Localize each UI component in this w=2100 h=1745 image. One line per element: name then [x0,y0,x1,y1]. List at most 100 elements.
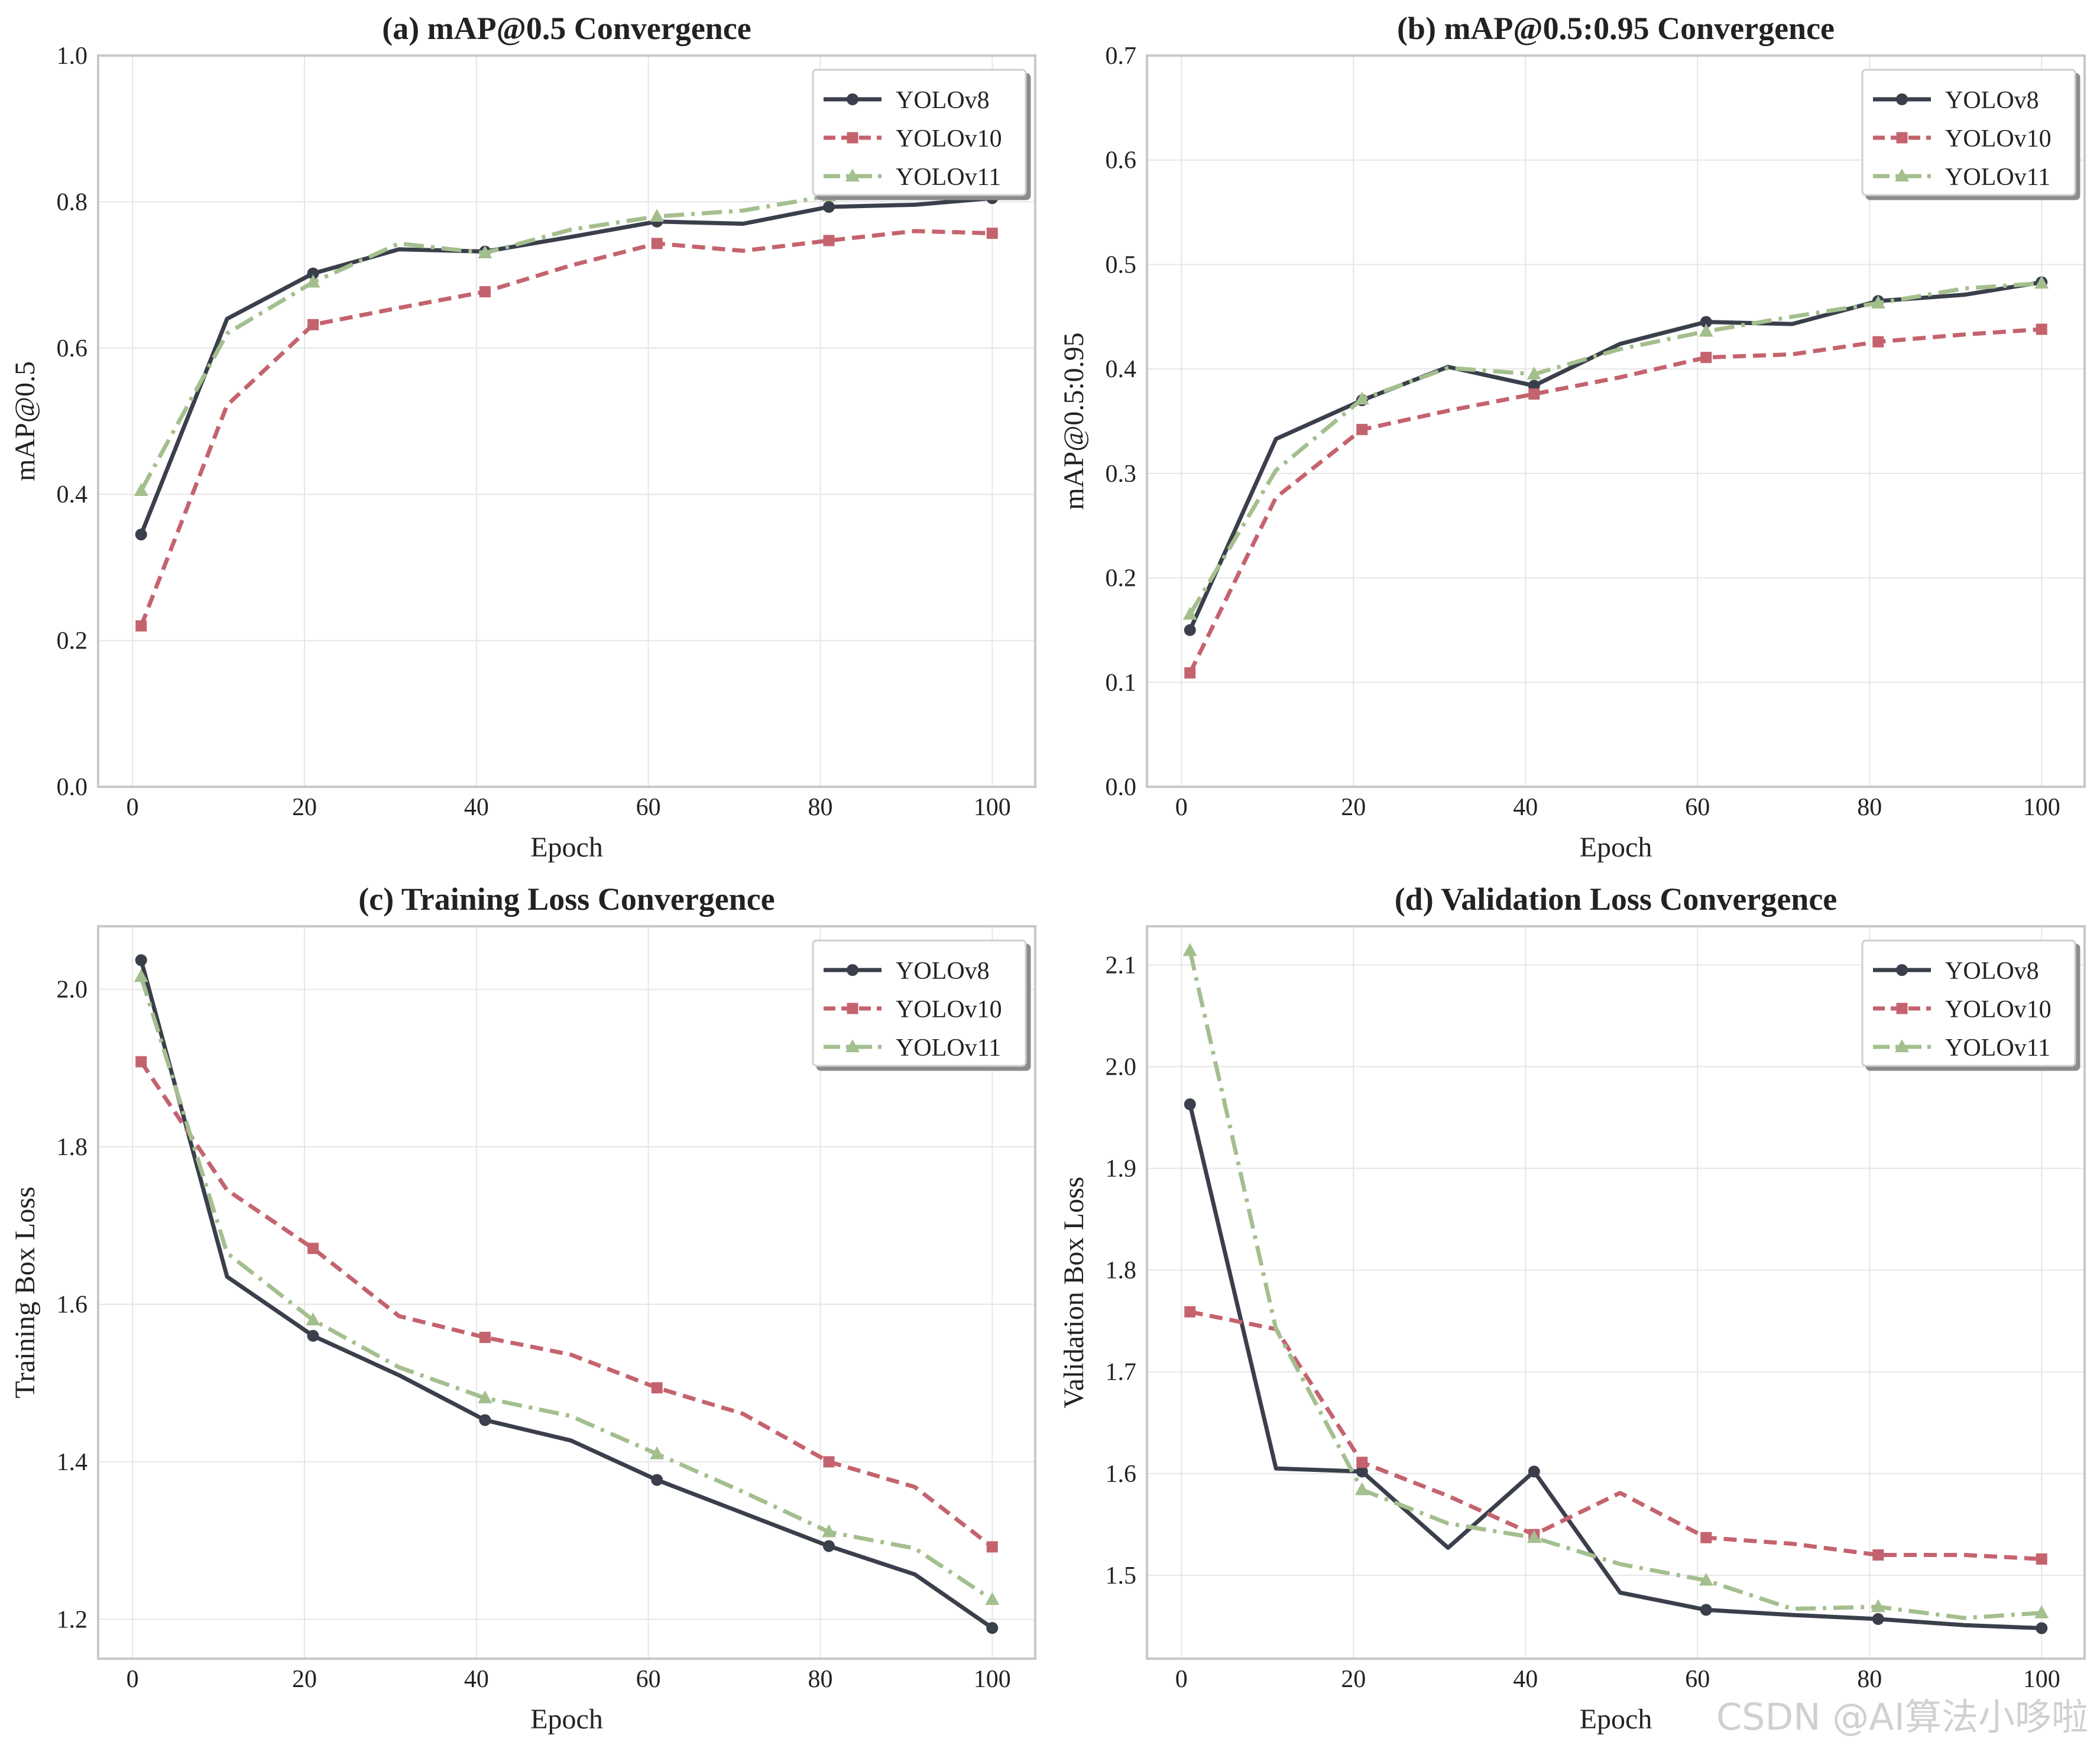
data-point-yolov11 [650,1446,665,1459]
x-tick-label: 0 [127,1666,139,1693]
y-axis-label: Validation Box Loss [1058,1177,1090,1409]
data-point-yolov10 [1184,667,1196,679]
data-point-yolov11 [1527,1530,1541,1543]
series-yolov10 [1184,323,2047,679]
y-tick-label: 2.0 [57,977,88,1004]
series-line-yolov8 [139,959,994,1630]
data-point-yolov11 [1699,323,1713,337]
x-axis-label: Epoch [1580,1704,1652,1735]
series-yolov11 [1182,943,2049,1620]
series-line-yolov10 [1190,1309,2042,1561]
data-point-yolov10 [1528,388,1540,400]
x-tick-label: 40 [464,794,489,821]
legend-marker-yolov10 [1896,132,1908,144]
x-tick-label: 20 [292,1666,317,1693]
series-line-yolov8 [139,196,993,536]
data-point-yolov11 [2034,275,2049,289]
data-point-yolov8 [1872,1613,1884,1625]
plot-frame [1146,925,2086,1660]
data-point-yolov11 [1871,1599,1885,1613]
legend-label-yolov10: YOLOv10 [1945,996,2052,1023]
data-point-yolov8 [1184,1098,1196,1111]
data-point-yolov8 [986,1622,999,1634]
legend: YOLOv8 YOLOv10 YOLOv11 [1861,939,2076,1067]
data-point-yolov11 [985,1592,1000,1605]
data-point-yolov8 [823,201,835,213]
legend-marker-yolov8 [1896,93,1908,105]
legend-label-yolov8: YOLOv8 [1945,958,2039,985]
data-point-yolov8 [307,267,319,280]
x-tick-label: 60 [1685,1666,1710,1693]
y-tick-label: 1.8 [1106,1257,1137,1285]
plot-frame [97,925,1036,1660]
data-point-yolov11 [134,969,148,982]
y-tick-label: 1.5 [1106,1562,1137,1590]
data-point-yolov10 [1356,424,1368,436]
chart-title: (b) mAP@0.5:0.95 Convergence [1397,11,1835,46]
legend-label-yolov8: YOLOv8 [896,87,990,114]
data-point-yolov10 [1700,352,1712,364]
data-point-yolov10 [1356,1457,1368,1468]
data-point-yolov10 [135,620,147,632]
series-line-yolov10 [1188,327,2042,674]
data-point-yolov11 [1182,943,1197,956]
legend-label-yolov11: YOLOv11 [896,164,1001,191]
data-point-yolov10 [823,235,835,246]
series-yolov8 [1184,1098,2048,1634]
y-tick-label: 0.1 [1106,669,1137,696]
y-axis-label: mAP@0.5:0.95 [1058,332,1090,510]
x-tick-label: 0 [127,794,139,821]
y-axis-label: Training Box Loss [9,1186,41,1398]
chart-title: (d) Validation Loss Convergence [1395,881,1838,917]
x-tick-label: 80 [808,1666,832,1693]
chart-panel-4: 0 20 40 60 80 100 1.5 1.6 1.7 1.8 1.9 2.0 2.1 (d) Val… [1058,881,2086,1735]
y-tick-label: 1.9 [1106,1156,1137,1183]
legend-marker-yolov8 [1896,964,1908,976]
data-point-yolov10 [823,1456,835,1468]
data-point-yolov10 [307,1243,319,1254]
data-point-yolov10 [1184,1306,1196,1318]
y-tick-label: 1.0 [57,43,88,70]
plot-frame [1146,54,2086,788]
legend-marker-yolov10 [847,132,858,144]
legend-label-yolov8: YOLOv8 [1945,87,2039,114]
x-tick-label: 100 [2023,794,2060,821]
series-yolov8 [135,954,999,1634]
x-tick-label: 20 [1341,1666,1366,1693]
data-point-yolov10 [2036,323,2047,335]
series-yolov11 [134,969,1000,1605]
x-tick-label: 0 [1175,1666,1188,1693]
series-line-yolov11 [1188,281,2042,616]
x-tick-label: 100 [974,1666,1011,1693]
y-axis-label: mAP@0.5 [9,361,41,481]
data-point-yolov8 [1528,1465,1540,1478]
x-tick-label: 0 [1175,794,1188,821]
y-tick-label: 0.5 [1106,251,1137,278]
x-axis-label: Epoch [530,1704,603,1735]
data-point-yolov11 [478,245,492,258]
x-tick-label: 40 [1513,1666,1538,1693]
legend-marker-yolov8 [847,964,858,976]
data-point-yolov10 [2036,1553,2047,1565]
data-point-yolov11 [478,1390,492,1404]
data-point-yolov11 [306,274,320,288]
y-tick-label: 1.6 [1106,1461,1137,1488]
x-axis-label: Epoch [530,832,603,863]
legend: YOLOv8 YOLOv10 YOLOv11 [812,939,1027,1067]
x-tick-label: 80 [1857,1666,1882,1693]
data-point-yolov8 [135,528,147,541]
series-line-yolov11 [1188,950,2042,1620]
y-tick-label: 0.6 [57,335,88,362]
legend-label-yolov11: YOLOv11 [1945,1034,2050,1062]
data-point-yolov10 [479,286,491,298]
y-tick-label: 0.7 [1106,43,1137,70]
y-tick-label: 0.4 [57,481,88,508]
data-point-yolov10 [1700,1532,1712,1543]
data-point-yolov10 [1872,336,1884,348]
data-point-yolov8 [307,1329,319,1342]
legend: YOLOv8 YOLOv10 YOLOv11 [812,69,1027,196]
chart-title: (c) Training Loss Convergence [358,881,774,917]
watermark: CSDN @AI算法小哆啦 [1716,1695,2088,1738]
data-point-yolov8 [1356,1465,1368,1478]
